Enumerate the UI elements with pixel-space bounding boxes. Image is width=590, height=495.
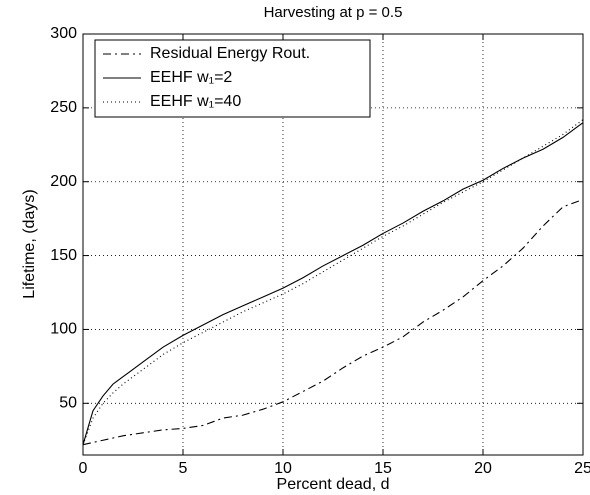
line-series: [82, 122, 584, 445]
y-tick-label: 150: [50, 247, 77, 264]
x-tick-label: 20: [474, 460, 492, 477]
x-tick-label: 5: [179, 460, 188, 477]
x-tick-label: 15: [374, 460, 392, 477]
x-tick-label: 25: [574, 460, 590, 477]
y-tick-label: 50: [59, 395, 77, 412]
legend-label: Residual Energy Rout.: [150, 45, 310, 62]
x-axis-label: Percent dead, d: [277, 476, 390, 493]
y-tick-label: 300: [50, 25, 77, 42]
chart-title: Harvesting at p = 0.5: [264, 4, 403, 21]
y-tick-label: 100: [50, 321, 77, 338]
x-tick-label: 0: [79, 460, 88, 477]
legend-label: EEHF w₁=40: [150, 93, 241, 110]
legend-box: [94, 39, 371, 118]
y-axis-label: Lifetime, (days): [21, 189, 38, 298]
line-series: [82, 119, 584, 445]
plot-frame: [82, 33, 584, 456]
y-tick-label: 250: [50, 99, 77, 116]
x-tick-label: 10: [274, 460, 292, 477]
line-series: [82, 198, 584, 446]
y-tick-label: 200: [50, 173, 77, 190]
legend-label: EEHF w₁=2: [150, 69, 232, 86]
